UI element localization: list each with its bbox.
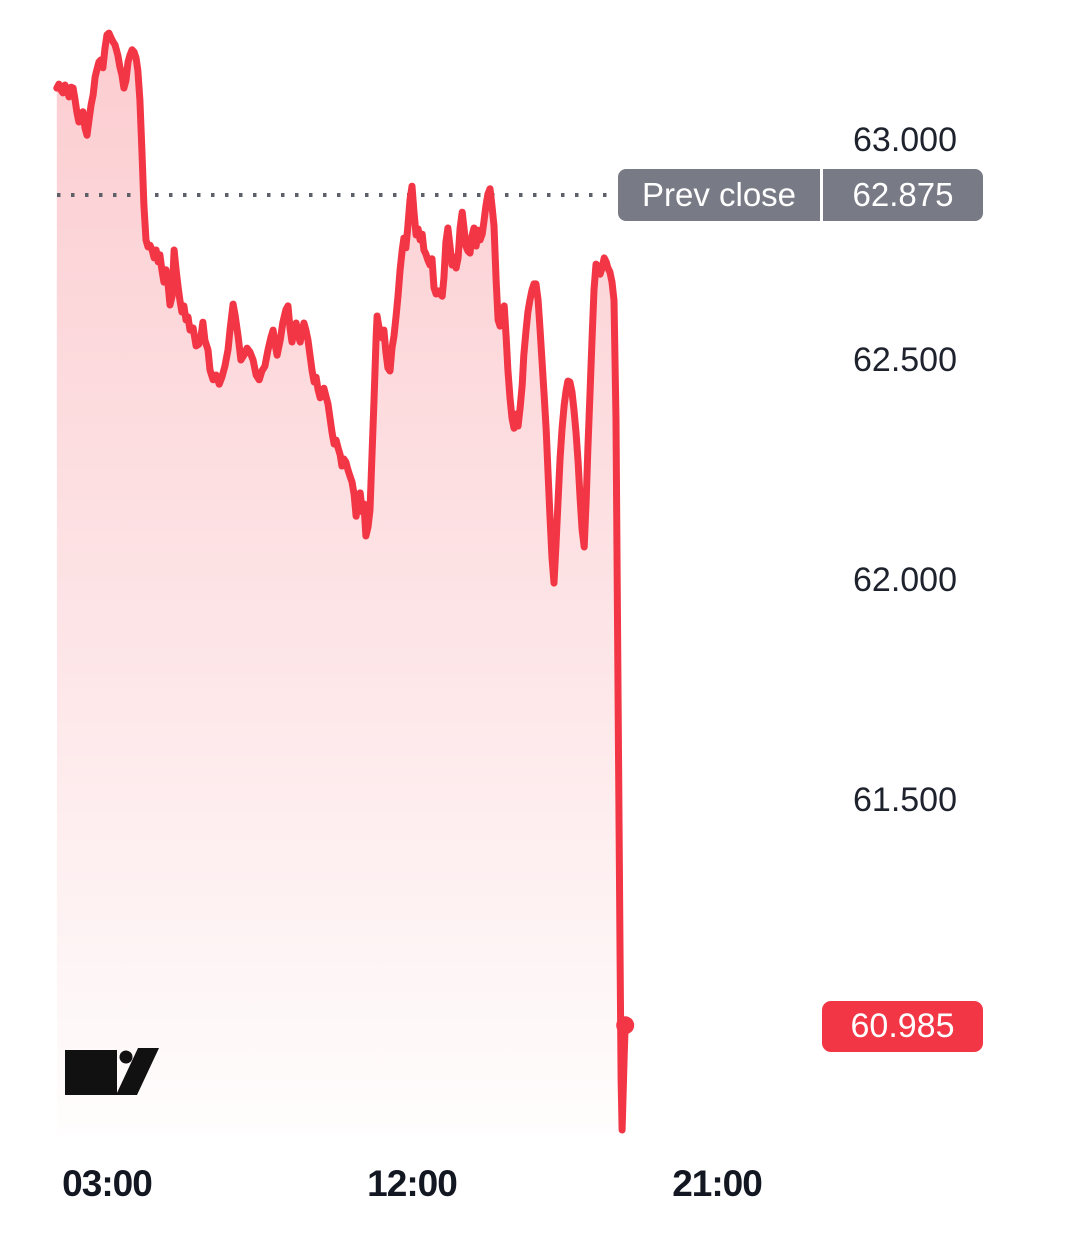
time-axis-label: 03:00: [62, 1163, 153, 1204]
prev-close-badge: Prev close 62.875: [618, 169, 983, 221]
price-line: [53, 29, 629, 1134]
price-axis-label: 63.000: [853, 121, 957, 159]
tradingview-logo[interactable]: [63, 1044, 163, 1102]
time-axis-label: 12:00: [367, 1163, 458, 1204]
last-price-badge: 60.985: [822, 1001, 983, 1052]
price-area-fill: [56, 33, 626, 1136]
time-axis-label: 21:00: [672, 1163, 763, 1204]
price-axis-label: 62.000: [853, 561, 957, 599]
tradingview-logo-icon: [65, 1048, 159, 1095]
prev-close-value: 62.875: [823, 169, 983, 221]
prev-close-label: Prev close: [618, 169, 820, 221]
last-price-dot: [616, 1016, 635, 1035]
price-axis-label: 62.500: [853, 341, 957, 379]
price-axis-label: 61.500: [853, 781, 957, 819]
